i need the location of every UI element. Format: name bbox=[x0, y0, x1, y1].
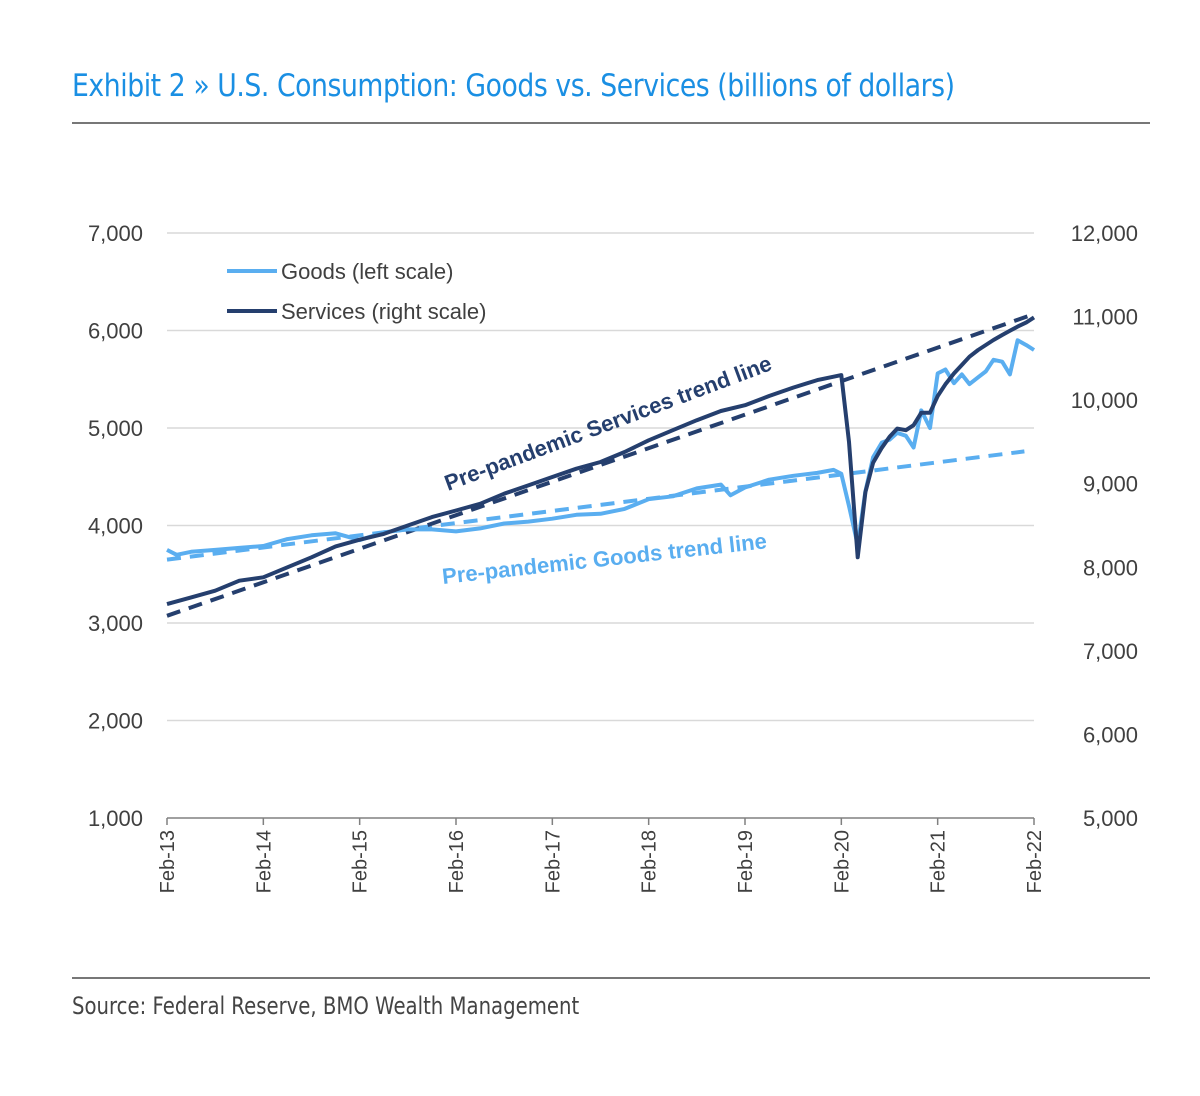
right-axis-tick-label: 8,000 bbox=[1083, 555, 1138, 580]
x-axis-tick-label: Feb-16 bbox=[446, 830, 468, 893]
x-axis-tick-label: Feb-21 bbox=[928, 830, 950, 893]
x-axis: Feb-13 Feb-14 Feb-15 Feb-16 Feb-17 Feb-18 Feb-… bbox=[157, 817, 1046, 893]
title-divider bbox=[72, 122, 1150, 124]
right-axis-tick-label: 7,000 bbox=[1083, 639, 1138, 664]
chart-title: Exhibit 2 » U.S. Consumption: Goods vs. … bbox=[72, 68, 955, 104]
x-axis-tick-label: Feb-15 bbox=[350, 830, 372, 893]
left-axis-ticks: 1,000 2,000 3,000 4,000 5,000 6,000 7,000 bbox=[88, 221, 143, 831]
left-axis-tick-label: 4,000 bbox=[88, 514, 143, 539]
legend-label-goods: Goods (left scale) bbox=[281, 259, 453, 284]
services-trend-line bbox=[166, 312, 1035, 618]
source-divider bbox=[72, 977, 1150, 979]
right-axis-tick-label: 10,000 bbox=[1071, 388, 1138, 413]
left-axis-tick-label: 7,000 bbox=[88, 221, 143, 246]
x-axis-tick-label: Feb-20 bbox=[831, 830, 853, 893]
services-line bbox=[166, 315, 1036, 607]
left-axis-tick-label: 2,000 bbox=[88, 709, 143, 734]
x-axis-tick-label: Feb-17 bbox=[542, 830, 564, 893]
x-axis-tick-label: Feb-19 bbox=[735, 830, 757, 893]
annotation-services-trend: Pre-pandemic Services trend line bbox=[441, 351, 775, 496]
series-lines bbox=[166, 312, 1036, 618]
x-axis-tick-label: Feb-18 bbox=[639, 830, 661, 893]
right-axis-tick-label: 9,000 bbox=[1083, 472, 1138, 497]
left-axis-tick-label: 1,000 bbox=[88, 806, 143, 831]
right-axis-tick-label: 11,000 bbox=[1072, 305, 1138, 330]
right-axis-tick-label: 6,000 bbox=[1083, 722, 1138, 747]
goods-line bbox=[166, 338, 1036, 557]
x-axis-tick-label: Feb-13 bbox=[157, 830, 179, 893]
right-axis-tick-label: 5,000 bbox=[1083, 806, 1138, 831]
left-axis-tick-label: 3,000 bbox=[88, 611, 143, 636]
right-axis-tick-label: 12,000 bbox=[1071, 221, 1138, 246]
left-axis-tick-label: 6,000 bbox=[88, 319, 143, 344]
legend: Goods (left scale) Services (right scale… bbox=[227, 259, 486, 324]
right-axis-ticks: 5,000 6,000 7,000 8,000 9,000 10,000 11,000 12,… bbox=[1071, 221, 1138, 831]
x-axis-tick-label: Feb-14 bbox=[253, 830, 275, 893]
x-axis-tick-label: Feb-22 bbox=[1024, 830, 1046, 893]
source-note: Source: Federal Reserve, BMO Wealth Mana… bbox=[72, 992, 580, 1020]
gridlines bbox=[167, 232, 1034, 722]
annotation-goods-trend: Pre-pandemic Goods trend line bbox=[441, 528, 768, 589]
goods-trend-line bbox=[166, 449, 1025, 562]
left-axis-tick-label: 5,000 bbox=[88, 416, 143, 441]
legend-label-services: Services (right scale) bbox=[281, 299, 486, 324]
